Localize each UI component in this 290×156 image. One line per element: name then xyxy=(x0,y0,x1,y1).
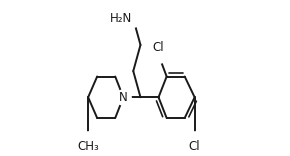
Text: Cl: Cl xyxy=(153,41,164,54)
Text: Cl: Cl xyxy=(189,140,200,153)
Text: H₂N: H₂N xyxy=(110,12,132,25)
Text: CH₃: CH₃ xyxy=(77,140,99,153)
Text: N: N xyxy=(119,91,128,104)
